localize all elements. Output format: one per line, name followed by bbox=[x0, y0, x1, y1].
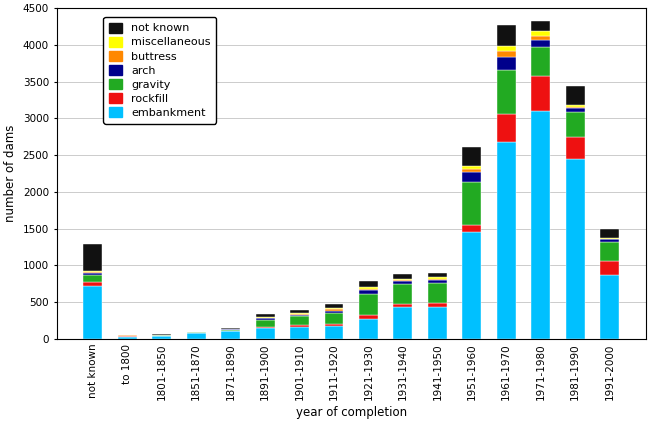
Bar bbox=[600, 239, 619, 242]
Bar bbox=[221, 332, 240, 339]
Bar bbox=[428, 277, 447, 279]
Bar bbox=[359, 288, 378, 290]
Bar bbox=[324, 309, 343, 310]
Bar bbox=[255, 328, 274, 339]
Bar bbox=[566, 113, 584, 137]
Bar bbox=[290, 310, 309, 313]
Bar bbox=[600, 242, 619, 261]
Bar bbox=[428, 283, 447, 303]
Bar bbox=[221, 330, 240, 331]
Bar bbox=[393, 279, 412, 280]
Bar bbox=[566, 107, 584, 108]
Bar bbox=[255, 320, 274, 327]
Bar bbox=[83, 286, 102, 339]
Bar bbox=[393, 280, 412, 281]
Bar bbox=[497, 51, 515, 57]
Bar bbox=[497, 114, 515, 142]
Bar bbox=[359, 281, 378, 287]
Bar bbox=[324, 313, 343, 324]
Bar bbox=[497, 142, 515, 339]
Bar bbox=[83, 282, 102, 286]
Bar bbox=[290, 314, 309, 315]
Bar bbox=[462, 232, 481, 339]
Bar bbox=[393, 307, 412, 339]
Bar bbox=[359, 287, 378, 288]
Bar bbox=[83, 275, 102, 282]
Bar bbox=[255, 318, 274, 319]
Bar bbox=[462, 147, 481, 166]
Bar bbox=[255, 317, 274, 318]
Bar bbox=[290, 315, 309, 316]
Bar bbox=[428, 303, 447, 307]
Bar bbox=[497, 25, 515, 47]
Bar bbox=[118, 337, 136, 339]
Bar bbox=[324, 310, 343, 313]
Bar bbox=[324, 308, 343, 309]
Bar bbox=[566, 159, 584, 339]
Bar bbox=[187, 333, 205, 339]
Bar bbox=[462, 169, 481, 173]
Bar bbox=[324, 326, 343, 339]
Bar bbox=[359, 319, 378, 339]
Bar bbox=[290, 313, 309, 314]
Bar bbox=[324, 304, 343, 308]
Bar bbox=[566, 108, 584, 113]
Bar bbox=[359, 290, 378, 294]
Bar bbox=[83, 272, 102, 273]
Bar bbox=[290, 327, 309, 339]
Bar bbox=[497, 57, 515, 70]
Bar bbox=[497, 70, 515, 114]
Bar bbox=[531, 36, 550, 40]
Bar bbox=[359, 315, 378, 319]
Bar bbox=[255, 314, 274, 317]
Bar bbox=[221, 328, 240, 329]
Bar bbox=[531, 40, 550, 47]
Legend: not known, miscellaneous, buttress, arch, gravity, rockfill, embankment: not known, miscellaneous, buttress, arch… bbox=[103, 17, 216, 124]
Bar bbox=[462, 225, 481, 232]
Bar bbox=[221, 331, 240, 332]
Bar bbox=[428, 280, 447, 283]
Bar bbox=[600, 238, 619, 239]
Bar bbox=[83, 273, 102, 275]
Y-axis label: number of dams: number of dams bbox=[4, 125, 17, 222]
Bar bbox=[428, 307, 447, 339]
Bar bbox=[255, 319, 274, 320]
Bar bbox=[600, 229, 619, 238]
Bar bbox=[393, 281, 412, 284]
Bar bbox=[531, 22, 550, 31]
Bar bbox=[600, 261, 619, 275]
Bar bbox=[393, 284, 412, 304]
Bar bbox=[566, 105, 584, 107]
Bar bbox=[531, 111, 550, 339]
X-axis label: year of completion: year of completion bbox=[296, 406, 407, 419]
Bar bbox=[393, 274, 412, 279]
Bar bbox=[566, 137, 584, 159]
Bar bbox=[393, 304, 412, 307]
Bar bbox=[187, 332, 205, 333]
Bar bbox=[566, 86, 584, 105]
Bar bbox=[531, 31, 550, 36]
Bar bbox=[462, 181, 481, 225]
Bar bbox=[255, 327, 274, 328]
Bar bbox=[152, 336, 171, 339]
Bar bbox=[152, 335, 171, 336]
Bar bbox=[497, 47, 515, 51]
Bar bbox=[359, 294, 378, 315]
Bar bbox=[531, 76, 550, 111]
Bar bbox=[324, 324, 343, 326]
Bar bbox=[83, 271, 102, 272]
Bar bbox=[290, 325, 309, 327]
Bar bbox=[428, 272, 447, 277]
Bar bbox=[600, 275, 619, 339]
Bar bbox=[83, 244, 102, 271]
Bar bbox=[531, 47, 550, 76]
Bar bbox=[428, 279, 447, 280]
Bar bbox=[462, 173, 481, 181]
Bar bbox=[290, 316, 309, 325]
Bar bbox=[462, 166, 481, 169]
